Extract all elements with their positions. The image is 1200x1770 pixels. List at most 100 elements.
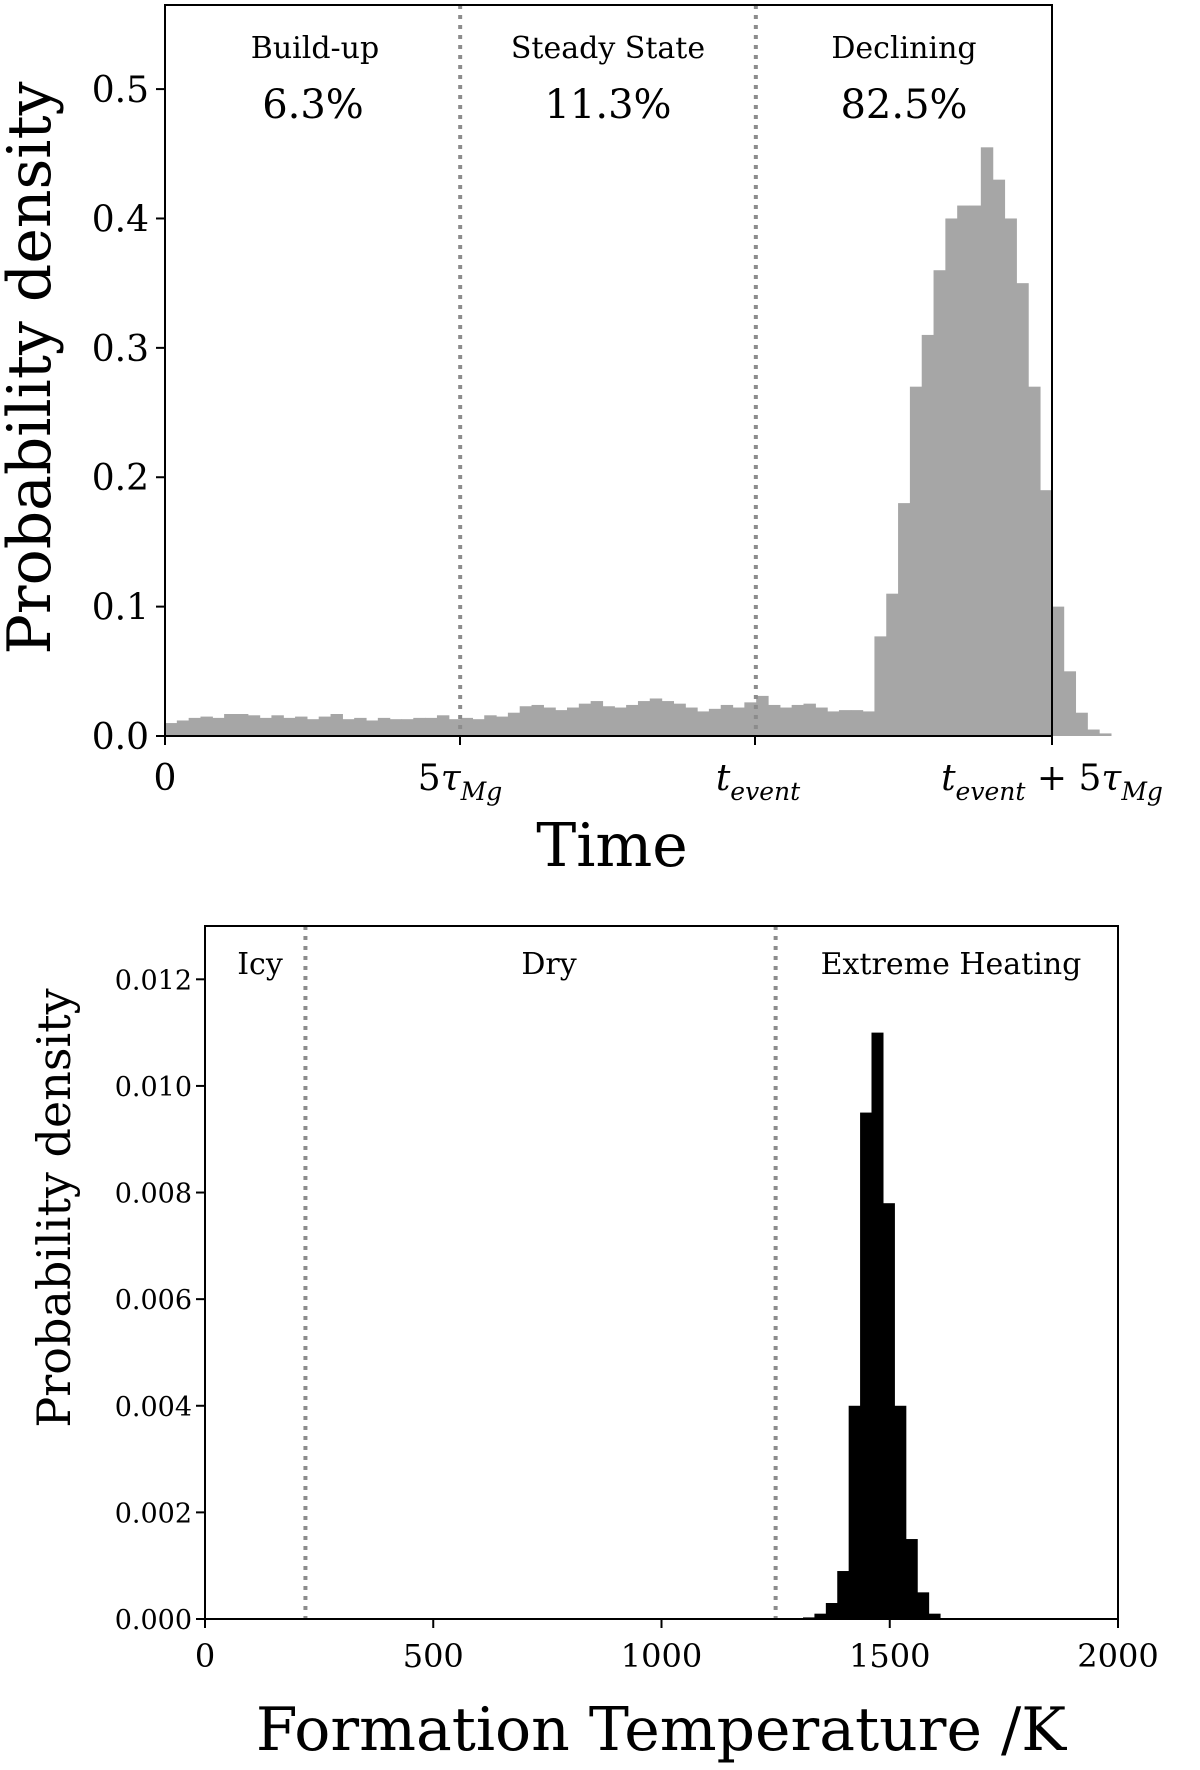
histogram-bar <box>871 1032 884 1619</box>
histogram-bar <box>295 716 308 736</box>
histogram-bar <box>850 710 864 736</box>
histogram-bar <box>685 707 698 736</box>
region-percent-declining: 82.5% <box>840 82 967 128</box>
histogram-bar <box>354 717 367 736</box>
histogram-bar <box>661 701 675 736</box>
time-chart-frame <box>164 4 1053 737</box>
histogram-bar <box>921 334 935 736</box>
histogram-bar <box>271 715 284 736</box>
y-tick-label: 0.1 <box>92 588 149 629</box>
histogram-bar <box>366 720 379 736</box>
histogram-bar <box>472 719 485 736</box>
histogram-bar <box>212 717 225 736</box>
histogram-bar <box>649 698 663 736</box>
histogram-bar <box>247 715 261 736</box>
histogram-bar <box>436 715 450 736</box>
y-tick-label: 0.002 <box>115 1498 192 1529</box>
histogram-bar <box>815 707 828 736</box>
histogram-bar <box>768 704 781 736</box>
histogram-bar <box>928 1613 941 1619</box>
histogram-bar <box>283 717 296 736</box>
histogram-bar <box>917 1592 930 1619</box>
histogram-bar <box>602 706 615 736</box>
histogram-bar <box>165 723 178 736</box>
region-label-steady-state: Steady State <box>511 31 705 66</box>
histogram-bar <box>484 715 497 736</box>
y-tick-label: 0.008 <box>115 1179 192 1210</box>
histogram-bar <box>1087 729 1100 736</box>
histogram-bar <box>425 717 438 736</box>
y-tick-label: 0.5 <box>92 70 149 111</box>
histogram-bar <box>330 714 343 736</box>
histogram-bar <box>945 218 958 736</box>
y-tick-label: 0.3 <box>92 329 149 370</box>
x-tick-label: 500 <box>403 1637 464 1675</box>
histogram-bar <box>555 710 568 736</box>
histogram-bar <box>905 1539 918 1619</box>
histogram-bar <box>578 703 592 736</box>
histogram-bar <box>1099 733 1112 736</box>
histogram-bar <box>894 1405 907 1619</box>
histogram-bar <box>673 703 686 736</box>
histogram-bar <box>200 716 213 736</box>
histogram-bar <box>882 1203 895 1619</box>
histogram-bar <box>756 695 769 736</box>
histogram-bar <box>862 711 876 736</box>
y-tick-label: 0.4 <box>92 199 149 240</box>
temperature-chart-frame <box>204 925 1119 1620</box>
region-label-declining: Declining <box>831 31 976 66</box>
histogram-bar <box>874 636 887 736</box>
region-label-icy: Icy <box>237 947 283 982</box>
temperature-chart-x-ticks: 0 500 1000 1500 2000 <box>195 1619 1159 1675</box>
histogram-bar <box>1075 712 1088 736</box>
histogram-bar <box>825 1603 838 1619</box>
y-tick-label: 0.004 <box>115 1392 192 1423</box>
histogram-bar <box>933 270 946 736</box>
histogram-bar <box>957 205 970 737</box>
histogram-bar <box>543 707 556 736</box>
temperature-chart-y-ticks: 0.000 0.002 0.004 0.006 0.008 0.010 0.012 <box>115 965 205 1636</box>
histogram-bar <box>507 712 521 736</box>
histogram-bar <box>637 701 651 736</box>
histogram-bar <box>886 593 899 736</box>
time-chart-x-axis-title: Time <box>536 811 688 881</box>
y-tick-label: 0.012 <box>115 965 192 996</box>
histogram-bar <box>1028 386 1041 736</box>
region-label-dry: Dry <box>521 947 576 982</box>
x-tick-label-5tau: 5τMg <box>418 758 502 806</box>
histogram-bar <box>744 702 757 736</box>
histogram-bar <box>224 714 237 736</box>
y-tick-label: 0.000 <box>115 1605 192 1636</box>
x-tick-label: 1000 <box>621 1637 702 1675</box>
histogram-bar <box>791 704 805 736</box>
region-percent-steady-state: 11.3% <box>544 82 671 128</box>
histogram-bar <box>519 706 533 736</box>
x-tick-label-tevent-plus-5tau: tevent + 5τMg <box>941 758 1163 806</box>
x-tick-label: 1500 <box>849 1637 930 1675</box>
y-tick-label: 0.0 <box>92 717 149 758</box>
x-tick-label: 0 <box>195 1637 215 1675</box>
histogram-bar <box>980 147 994 736</box>
y-tick-label: 0.010 <box>115 1072 192 1103</box>
histogram-bar <box>838 710 852 736</box>
histogram-bar <box>1039 490 1053 736</box>
histogram-bar <box>1004 218 1017 736</box>
histogram-bar <box>176 720 190 736</box>
histogram-bar <box>614 707 627 736</box>
time-chart-y-ticks: 0.0 0.1 0.2 0.3 0.4 0.5 <box>92 70 165 758</box>
histogram-bar <box>732 707 745 736</box>
histogram-bar <box>188 717 202 736</box>
temperature-chart-x-axis-title: Formation Temperature /K <box>256 1695 1067 1765</box>
histogram-bar <box>779 707 793 736</box>
histogram-bar <box>814 1613 827 1619</box>
histogram-bar <box>259 717 273 736</box>
histogram-bar <box>496 716 509 736</box>
x-tick-label-zero: 0 <box>154 758 177 799</box>
time-histogram-bars <box>165 147 1112 737</box>
histogram-bar <box>860 1112 873 1619</box>
histogram-bar <box>460 717 474 736</box>
histogram-bar <box>306 719 320 736</box>
y-tick-label: 0.2 <box>92 458 149 499</box>
histogram-bar <box>837 1571 850 1619</box>
histogram-bar <box>626 704 639 736</box>
